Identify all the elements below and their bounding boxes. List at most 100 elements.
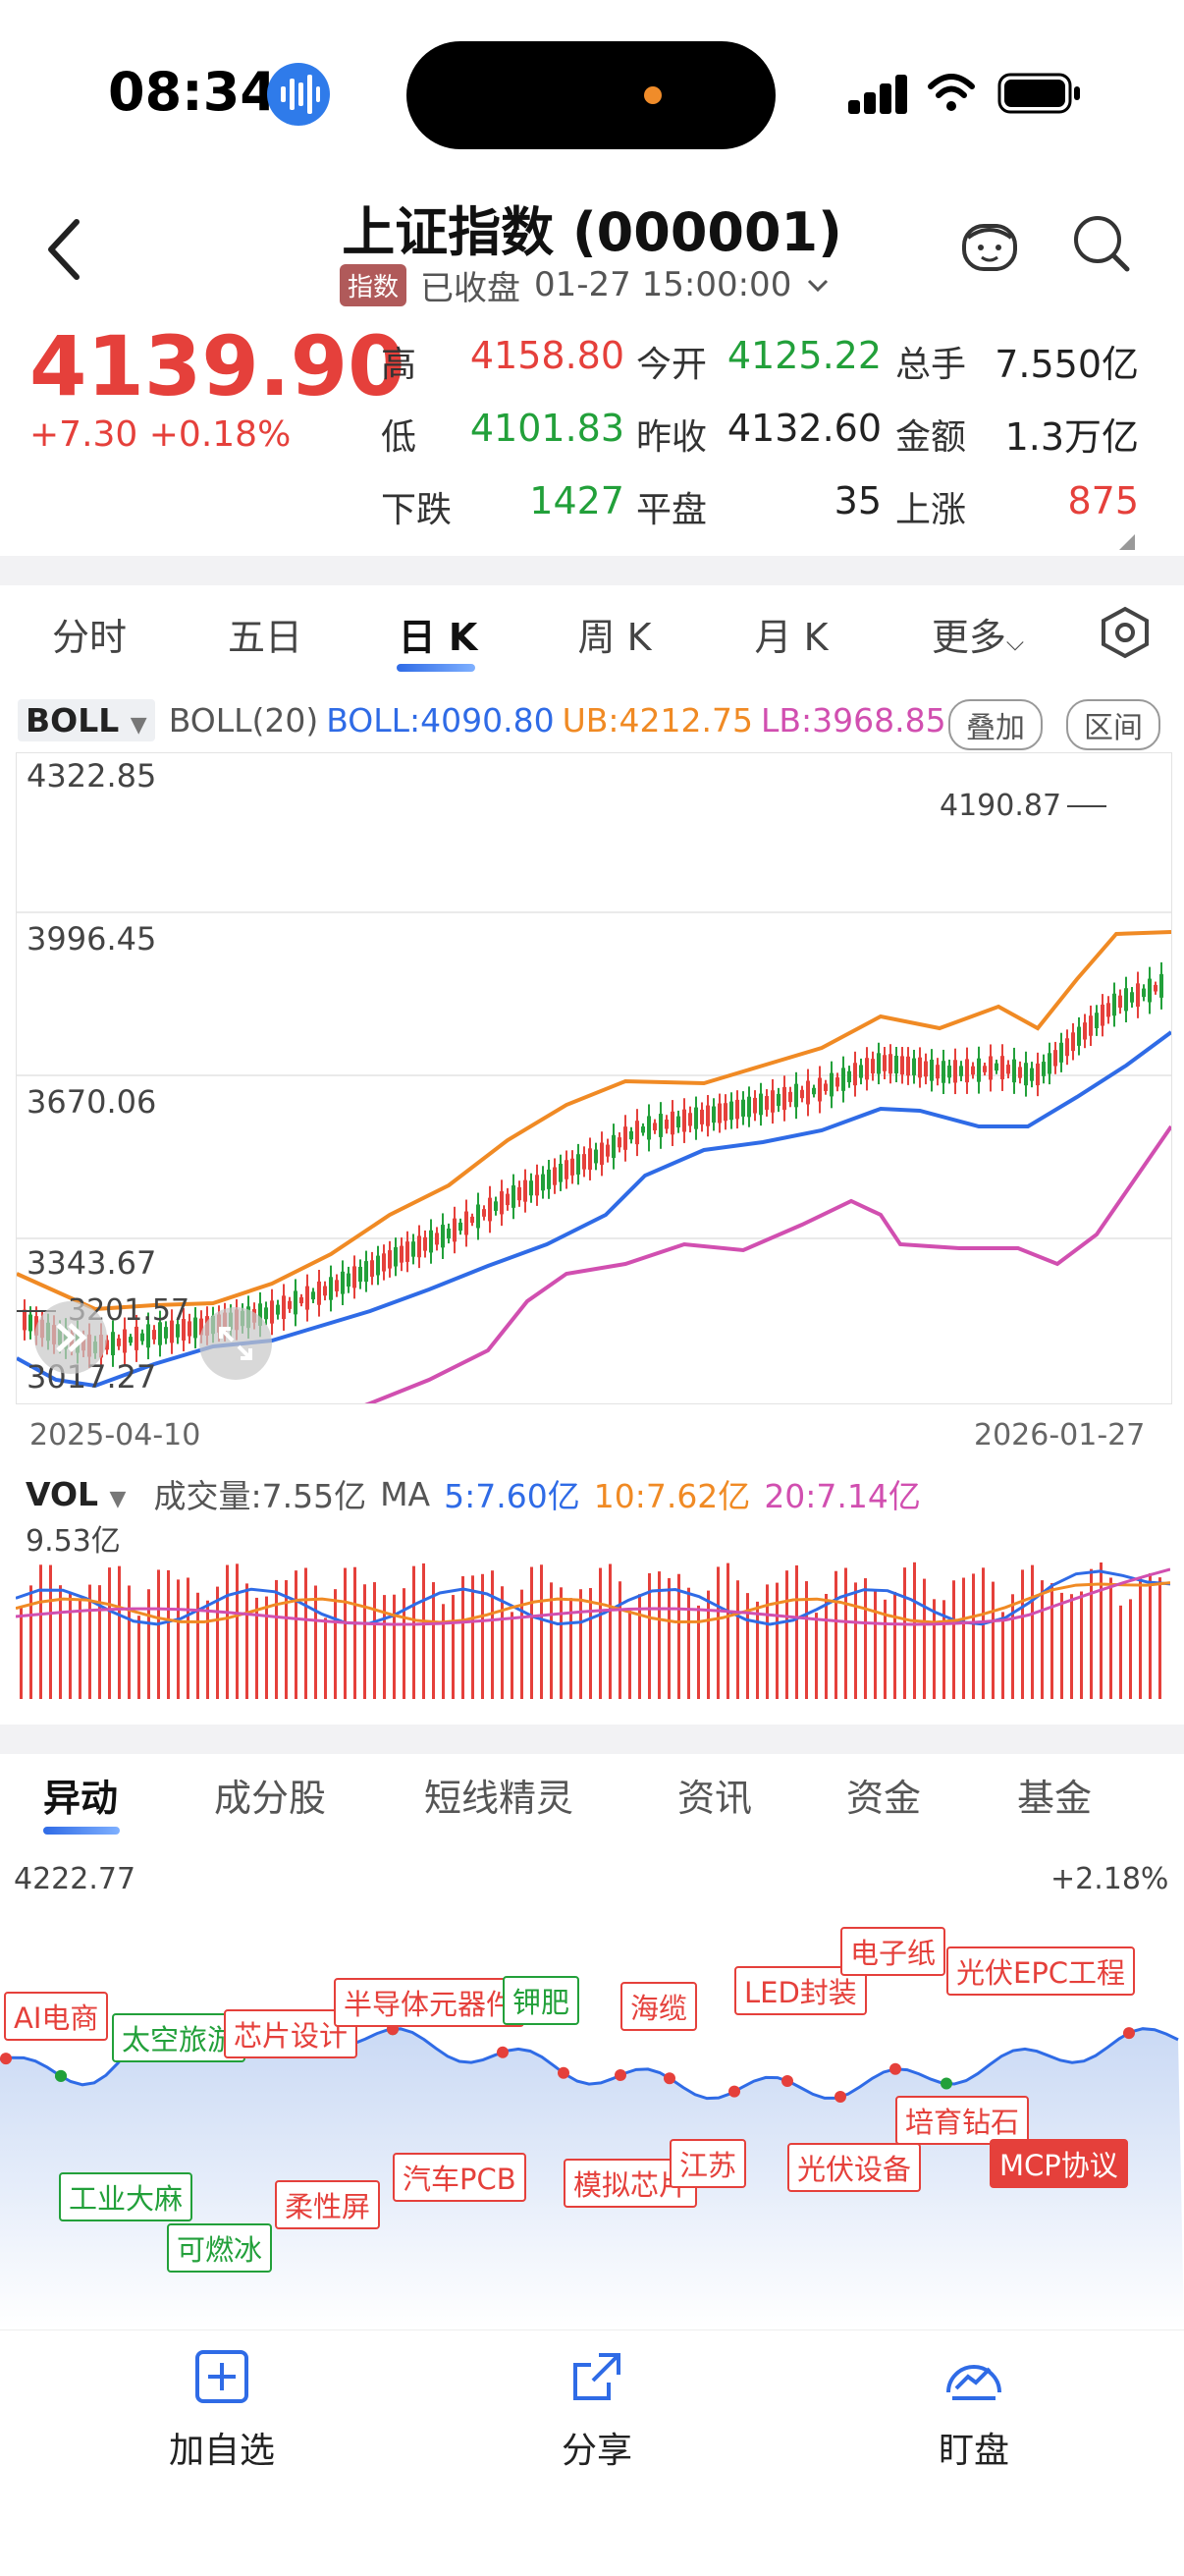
- volume-bar: [353, 1566, 356, 1699]
- candle-body: [1106, 1003, 1110, 1017]
- candle-body: [400, 1245, 404, 1263]
- candle-body: [282, 1295, 286, 1320]
- start-date: 2025-04-10: [29, 1418, 201, 1452]
- candle-body: [753, 1097, 757, 1114]
- volume-bar: [491, 1570, 494, 1699]
- candle-body: [1042, 1062, 1046, 1076]
- candle-body: [394, 1246, 398, 1267]
- candle-body: [594, 1149, 598, 1164]
- candle-body: [859, 1065, 863, 1078]
- add-watchlist-label: 加自选: [168, 2431, 275, 2471]
- volume-total: 成交量:7.55亿: [153, 1477, 367, 1515]
- candle-body: [1154, 984, 1157, 992]
- volume-chart[interactable]: 9.53亿: [15, 1512, 1171, 1699]
- tab-movement[interactable]: 异动: [43, 1777, 119, 1820]
- candle-body: [865, 1058, 869, 1080]
- candle-body: [193, 1317, 197, 1339]
- fast-forward-icon[interactable]: [34, 1301, 107, 1374]
- tab-constituents[interactable]: 成分股: [214, 1777, 327, 1820]
- tab-fund[interactable]: 基金: [1017, 1777, 1093, 1820]
- event-tag[interactable]: 光伏设备: [787, 2143, 922, 2192]
- tab-daily-k[interactable]: 日 K: [398, 616, 478, 659]
- candle-body: [1012, 1059, 1016, 1083]
- event-tag[interactable]: 芯片设计: [224, 2009, 358, 2058]
- volume-bar: [982, 1567, 985, 1699]
- candle-body: [612, 1134, 616, 1159]
- add-watchlist-button[interactable]: 加自选: [124, 2349, 320, 2473]
- kline-chart[interactable]: 4322.85 3996.45 3670.06 3343.67 3017.27 …: [16, 752, 1173, 1495]
- event-tag[interactable]: 工业大麻: [59, 2172, 193, 2221]
- candle-body: [299, 1296, 303, 1304]
- event-marker: [1123, 2027, 1135, 2040]
- tab-weekly-k[interactable]: 周 K: [577, 616, 652, 659]
- tab-short-term[interactable]: 短线精灵: [424, 1777, 574, 1820]
- range-button[interactable]: 区间: [1066, 699, 1160, 750]
- volume-bar: [128, 1585, 131, 1699]
- candle-body: [388, 1250, 392, 1269]
- candle-body: [164, 1327, 168, 1339]
- candle-body: [694, 1107, 698, 1129]
- event-tag[interactable]: 半导体元器件: [334, 1978, 525, 2027]
- candle-body: [264, 1307, 268, 1320]
- candle-body: [411, 1241, 415, 1257]
- candle-body: [117, 1338, 121, 1346]
- tab-more[interactable]: 更多⌵: [919, 607, 1037, 661]
- volume-bar: [648, 1572, 651, 1699]
- event-marker: [941, 2077, 952, 2090]
- market-status-row[interactable]: 指数 已收盘 01-27 15:00:00: [340, 263, 831, 308]
- volume-bar: [687, 1587, 690, 1699]
- event-tag[interactable]: 可燃冰: [167, 2223, 273, 2273]
- candle-body: [1071, 1032, 1075, 1052]
- candle-body: [635, 1121, 639, 1145]
- event-tag[interactable]: 汽车PCB: [393, 2153, 526, 2202]
- volume-bar: [795, 1564, 798, 1699]
- y-axis-label-1: 4322.85: [27, 757, 157, 795]
- fullscreen-icon[interactable]: [199, 1307, 272, 1380]
- volume-bar: [511, 1612, 513, 1699]
- expand-corner-icon[interactable]: [1119, 534, 1135, 550]
- candle-body: [1159, 973, 1163, 998]
- monitor-button[interactable]: 盯盘: [876, 2349, 1072, 2473]
- candle-body: [182, 1319, 186, 1341]
- volume-bar: [157, 1569, 160, 1699]
- candle-body: [1053, 1050, 1057, 1067]
- candle-body: [458, 1222, 462, 1232]
- status-time: 08:34: [108, 61, 277, 123]
- volume-bar: [216, 1586, 219, 1699]
- volume-bar: [324, 1617, 327, 1699]
- indicator-selector[interactable]: BOLL ▼: [18, 698, 155, 741]
- event-tag[interactable]: MCP协议: [990, 2139, 1128, 2188]
- volume-selector[interactable]: VOL ▼: [18, 1472, 135, 1515]
- share-button[interactable]: 分享: [499, 2349, 695, 2473]
- back-chevron-icon[interactable]: [39, 210, 88, 289]
- event-marker: [664, 2072, 675, 2085]
- event-tag[interactable]: 钾肥: [503, 1976, 580, 2025]
- event-marker: [889, 2062, 901, 2075]
- volume-bar: [1021, 1569, 1024, 1699]
- volume-bar: [137, 1616, 140, 1699]
- intraday-movement-chart[interactable]: 4222.77 +2.18% AI电商 太空旅游 芯片设计 半导体元器件 钾肥 …: [0, 1848, 1184, 2329]
- y-axis-label-2: 3996.45: [27, 920, 157, 958]
- volume-bar: [1070, 1594, 1073, 1699]
- overlay-button[interactable]: 叠加: [948, 699, 1043, 750]
- event-tag[interactable]: 培育钻石: [895, 2096, 1030, 2145]
- candle-body: [105, 1340, 109, 1350]
- volume-bar: [677, 1573, 680, 1699]
- volume-bar: [727, 1562, 729, 1699]
- event-tag[interactable]: 光伏EPC工程: [946, 1946, 1136, 1996]
- candle-body: [453, 1218, 457, 1242]
- candle-body: [995, 1063, 998, 1071]
- robot-assistant-icon[interactable]: [958, 212, 1021, 279]
- tab-news[interactable]: 资讯: [677, 1777, 753, 1820]
- tab-five-day[interactable]: 五日: [227, 616, 302, 659]
- event-tag[interactable]: 江苏: [670, 2139, 747, 2188]
- event-tag[interactable]: 电子纸: [840, 1927, 946, 1976]
- event-tag[interactable]: 海缆: [620, 1982, 698, 2031]
- tab-capital[interactable]: 资金: [846, 1777, 922, 1820]
- event-tag[interactable]: AI电商: [4, 1992, 109, 2041]
- search-icon[interactable]: [1070, 212, 1133, 279]
- settings-hex-icon[interactable]: [1098, 605, 1153, 664]
- tab-monthly-k[interactable]: 月 K: [754, 616, 829, 659]
- event-tag[interactable]: 柔性屏: [275, 2180, 381, 2229]
- tab-intraday[interactable]: 分时: [51, 616, 127, 659]
